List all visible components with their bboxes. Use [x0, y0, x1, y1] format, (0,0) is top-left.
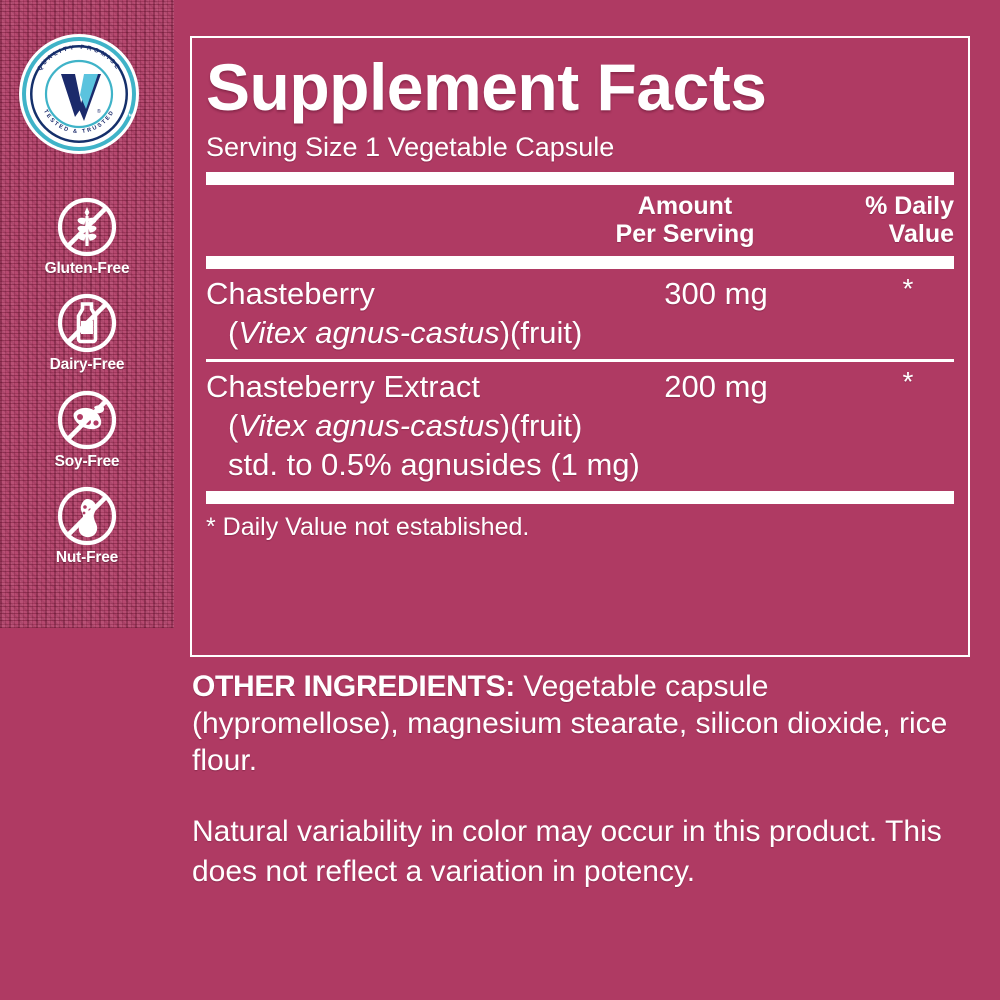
panel-title: Supplement Facts [206, 50, 767, 124]
paren-close-part: )(fruit) [499, 407, 583, 443]
header-dv-line1: % Daily [865, 191, 954, 220]
ingredient-standardization: std. to 0.5% agnusides (1 mg) [228, 446, 640, 482]
badge-nut-free: Nut-Free [0, 485, 174, 567]
ingredient-latin-name: (Vitex agnus-castus)(fruit) [206, 313, 954, 352]
soybean-no-icon [57, 390, 117, 450]
other-ingredients-body: Vegetable capsule (hypromellose), magnes… [192, 670, 948, 778]
column-headers: Amount Per Serving % Daily Value [206, 185, 954, 256]
paren-open: ( [228, 314, 239, 350]
header-amount-line1: Amount [637, 191, 733, 220]
latin-binomial: Vitex agnus-castus [238, 407, 500, 443]
ingredient-latin-name: (Vitex agnus-castus)(fruit) [206, 406, 954, 445]
quality-promise-seal-icon: QUALITY PROMISE TESTED & TRUSTED ® [18, 33, 140, 155]
badge-label: Dairy-Free [49, 356, 125, 373]
rule-above-footnote [206, 490, 954, 504]
milk-bottle-no-icon [57, 293, 117, 353]
rule-between-rows [206, 358, 954, 362]
peanut-no-icon [57, 486, 117, 546]
header-daily-value: % Daily Value [834, 192, 954, 249]
header-amount-per-serving: Amount Per Serving [554, 192, 816, 249]
badge-label: Nut-Free [55, 549, 119, 566]
svg-text:®: ® [97, 108, 101, 115]
badge-dairy-free: Dairy-Free [0, 292, 174, 374]
ingredient-daily-value: * [902, 365, 914, 397]
ingredient-name: Chasteberry Extract [206, 368, 480, 404]
table-row: Chasteberry 300 mg * (Vitex agnus-castus… [206, 269, 954, 359]
badge-gluten-free: Gluten-Free [0, 196, 174, 278]
header-dv-line2: Value [888, 220, 954, 249]
daily-value-footnote: * Daily Value not established. [206, 512, 530, 541]
rule-under-serving-size [206, 171, 954, 185]
variability-note-text: Natural variability in color may occur i… [192, 815, 942, 888]
ingredient-amount: 200 mg [664, 368, 768, 404]
paren-open: ( [228, 407, 239, 443]
ingredient-daily-value: * [902, 272, 914, 304]
other-ingredients-text: OTHER INGREDIENTS: Vegetable capsule (hy… [192, 668, 982, 780]
supplement-facts-panel: Supplement Facts Serving Size 1 Vegetabl… [190, 36, 970, 657]
rule-under-headers [206, 255, 954, 269]
badge-soy-free: Soy-Free [0, 389, 174, 471]
seal-trademark-symbol: ™ [125, 112, 135, 122]
table-row: Chasteberry Extract 200 mg * (Vitex agnu… [206, 362, 954, 491]
badge-label: Gluten-Free [44, 260, 130, 277]
badge-label: Soy-Free [54, 453, 120, 470]
wheat-no-icon [57, 197, 117, 257]
ingredient-name: Chasteberry [206, 275, 375, 311]
paren-close-part: )(fruit) [499, 314, 583, 350]
ingredient-amount: 300 mg [664, 275, 768, 311]
serving-size-text: Serving Size 1 Vegetable Capsule [206, 132, 615, 162]
header-amount-line2: Per Serving [615, 220, 755, 249]
latin-binomial: Vitex agnus-castus [238, 314, 500, 350]
other-ingredients-heading: OTHER INGREDIENTS: [192, 670, 515, 703]
